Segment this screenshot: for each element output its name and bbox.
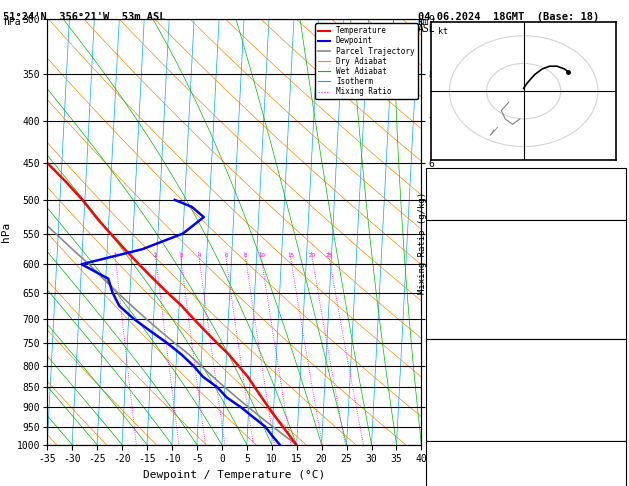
Text: EH: EH xyxy=(431,461,443,471)
Text: ASL: ASL xyxy=(418,24,436,35)
Text: 51°24'N  356°21'W  53m ASL: 51°24'N 356°21'W 53m ASL xyxy=(3,12,165,22)
Text: 04.06.2024  18GMT  (Base: 18): 04.06.2024 18GMT (Base: 18) xyxy=(418,12,599,22)
Text: Dewp (°C): Dewp (°C) xyxy=(431,257,484,267)
Text: 0: 0 xyxy=(616,425,622,435)
Text: Surface: Surface xyxy=(506,224,547,234)
Text: K: K xyxy=(431,172,437,182)
Y-axis label: km
ASL: km ASL xyxy=(437,223,459,241)
Text: kt: kt xyxy=(438,27,448,36)
Text: © weatheronline.co.uk: © weatheronline.co.uk xyxy=(474,471,579,480)
Text: hPa: hPa xyxy=(3,17,21,27)
Text: CAPE (J): CAPE (J) xyxy=(431,307,479,317)
Text: 7: 7 xyxy=(616,392,622,402)
Text: 2.37: 2.37 xyxy=(599,205,622,215)
Text: 25: 25 xyxy=(326,253,333,259)
Text: 4: 4 xyxy=(198,253,201,259)
Y-axis label: hPa: hPa xyxy=(1,222,11,242)
Text: 20: 20 xyxy=(610,172,622,182)
Text: 11.6: 11.6 xyxy=(599,257,622,267)
Text: 39: 39 xyxy=(610,188,622,198)
Text: 8: 8 xyxy=(244,253,247,259)
Text: 312: 312 xyxy=(604,376,622,386)
Text: km: km xyxy=(418,17,430,27)
Text: 1: 1 xyxy=(114,253,118,259)
Text: Pressure (mb): Pressure (mb) xyxy=(431,359,508,369)
Text: 8: 8 xyxy=(616,290,622,300)
Text: SREH: SREH xyxy=(431,478,455,486)
Text: Hodograph: Hodograph xyxy=(499,445,553,455)
Text: θₑ(K): θₑ(K) xyxy=(431,274,461,284)
Text: 750: 750 xyxy=(604,359,622,369)
Text: 15: 15 xyxy=(287,253,294,259)
Text: 10: 10 xyxy=(258,253,265,259)
Text: Mixing Ratio (g/kg): Mixing Ratio (g/kg) xyxy=(418,192,427,294)
Text: 0: 0 xyxy=(616,323,622,333)
Text: 29: 29 xyxy=(610,478,622,486)
Text: 6: 6 xyxy=(225,253,228,259)
Text: 17: 17 xyxy=(610,461,622,471)
Text: 3: 3 xyxy=(179,253,182,259)
Text: Lifted Index: Lifted Index xyxy=(431,392,502,402)
Legend: Temperature, Dewpoint, Parcel Trajectory, Dry Adiabat, Wet Adiabat, Isotherm, Mi: Temperature, Dewpoint, Parcel Trajectory… xyxy=(315,23,418,99)
Text: 311: 311 xyxy=(604,274,622,284)
Text: CAPE (J): CAPE (J) xyxy=(431,409,479,419)
Text: Temp (°C): Temp (°C) xyxy=(431,241,484,251)
Text: Lifted Index: Lifted Index xyxy=(431,290,502,300)
X-axis label: Dewpoint / Temperature (°C): Dewpoint / Temperature (°C) xyxy=(143,470,325,480)
Text: 20: 20 xyxy=(309,253,316,259)
Text: θₑ (K): θₑ (K) xyxy=(431,376,467,386)
Text: Most Unstable: Most Unstable xyxy=(488,343,564,353)
Text: Totals Totals: Totals Totals xyxy=(431,188,508,198)
Text: 2: 2 xyxy=(154,253,158,259)
Text: 0: 0 xyxy=(616,409,622,419)
Text: CIN (J): CIN (J) xyxy=(431,323,472,333)
Text: CIN (J): CIN (J) xyxy=(431,425,472,435)
Text: 14.9: 14.9 xyxy=(599,241,622,251)
Text: LCL: LCL xyxy=(426,424,440,433)
Text: PW (cm): PW (cm) xyxy=(431,205,472,215)
Text: 13: 13 xyxy=(610,307,622,317)
